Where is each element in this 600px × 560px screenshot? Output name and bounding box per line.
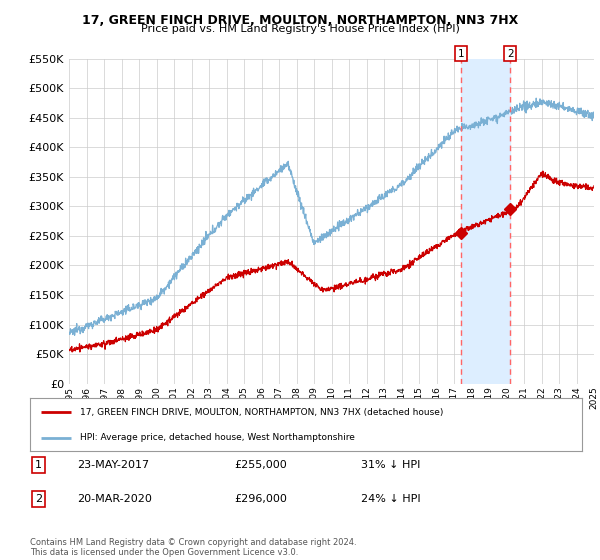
Text: 23-MAY-2017: 23-MAY-2017 (77, 460, 149, 470)
Text: 1: 1 (458, 49, 464, 59)
Text: Contains HM Land Registry data © Crown copyright and database right 2024.
This d: Contains HM Land Registry data © Crown c… (30, 538, 356, 557)
Bar (461, 59, 510, 384)
Text: 1: 1 (35, 460, 42, 470)
Text: 31% ↓ HPI: 31% ↓ HPI (361, 460, 421, 470)
Text: 24% ↓ HPI: 24% ↓ HPI (361, 494, 421, 503)
Text: 20-MAR-2020: 20-MAR-2020 (77, 494, 152, 503)
Text: 2: 2 (507, 49, 514, 59)
Text: £255,000: £255,000 (234, 460, 287, 470)
Text: 17, GREEN FINCH DRIVE, MOULTON, NORTHAMPTON, NN3 7HX: 17, GREEN FINCH DRIVE, MOULTON, NORTHAMP… (82, 14, 518, 27)
Text: 2: 2 (35, 494, 42, 503)
Text: 17, GREEN FINCH DRIVE, MOULTON, NORTHAMPTON, NN3 7HX (detached house): 17, GREEN FINCH DRIVE, MOULTON, NORTHAMP… (80, 408, 443, 417)
Text: Price paid vs. HM Land Registry's House Price Index (HPI): Price paid vs. HM Land Registry's House … (140, 24, 460, 34)
Text: HPI: Average price, detached house, West Northamptonshire: HPI: Average price, detached house, West… (80, 433, 355, 442)
Text: £296,000: £296,000 (234, 494, 287, 503)
